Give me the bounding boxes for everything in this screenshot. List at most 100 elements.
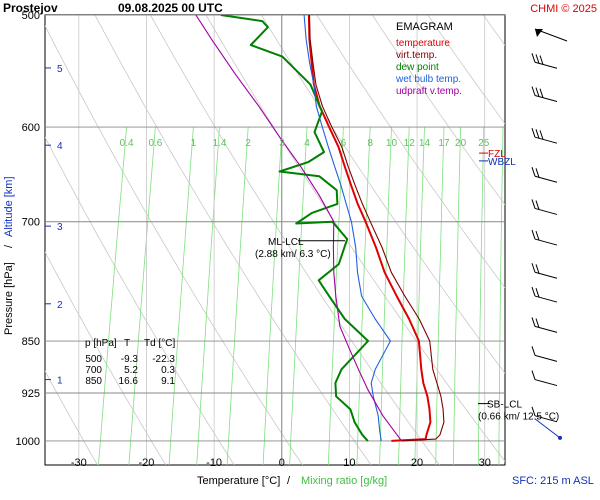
temperature-tick-label: -10 [206,457,222,469]
wind-barb-feather [535,288,540,298]
mixing-ratio-label: 0.4 [120,138,134,149]
wind-barb [531,86,558,102]
wind-barb-flag [535,29,543,37]
mixing-ratio-line [414,126,425,465]
sb-lcl-detail: (0.66 km/ 12.5 °C) [478,412,559,423]
series-wet-bulb-temp- [303,15,391,441]
wind-barb-shaft [534,95,558,102]
dry-adiabat [94,15,372,465]
pressure-tick-label: 700 [22,217,40,229]
profile-lines [195,15,445,442]
lcl-annotations: ML-LCL(2.88 km/ 6.3 °C) SB-LCL(0.66 km/ 1… [255,149,559,423]
pressure-tick-label: 600 [22,122,40,134]
mixing-ratio-label: 25 [478,138,490,149]
wind-barb [531,346,558,362]
legend-item-udpraft-v-temp-: udpraft v.temp. [396,86,462,97]
wind-barb-shaft [534,136,558,144]
mixing-ratio-line [398,126,410,465]
wind-barb-feather [535,264,540,274]
x-axis-separator: / [287,475,291,487]
mixing-ratio-line [498,126,504,465]
dry-adiabat [205,15,505,462]
ml-lcl-label: ML-LCL [268,237,304,248]
wind-barb-shaft [534,295,558,303]
wind-barb [531,167,558,183]
wind-barb-feather [531,229,536,240]
wind-barb-feather [539,88,544,98]
y-axis-label: Pressure [hPa] [3,262,15,335]
legend-item-dew-point: dew point [396,62,439,73]
dry-adiabat [594,15,600,465]
altitude-tick-label: 5 [57,64,63,75]
pressure-tick-label: 500 [22,10,40,22]
series-udpraft-v-temp- [195,15,403,442]
wind-barb-shaft [534,325,558,333]
legend-item-temperature: temperature [396,38,450,49]
wind-barb-feather [531,346,536,356]
mixing-ratio-line [327,126,344,465]
temperature-tick-label: 20 [411,457,423,469]
wbzl-label: WBZL [488,157,516,168]
y-axis-title: Pressure [hPa] / Altitude [km] [3,176,15,335]
wind-barb-feather [531,53,536,63]
pressure-tick-label: 925 [22,388,40,400]
wind-barb-feather [531,86,536,96]
grid-lines [45,15,600,465]
datetime: 09.08.2025 00 UTC [118,1,223,15]
table-cell-pressure: 700 [85,365,102,376]
wind-barb-shaft [534,238,558,246]
altitude-tick-label: 2 [57,300,63,311]
wind-barb [531,263,558,279]
wind-barb-feather [535,87,540,97]
mixing-ratio-label: 6 [341,138,347,149]
mixing-ratio-line [435,126,445,465]
wind-barb-feather [531,317,536,327]
wind-barb-feather [531,263,536,273]
wind-barb-feather [531,406,536,416]
x-axis-title: Temperature [°C] / Mixing ratio [g/kg] [197,475,387,487]
mixing-ratio-label: 20 [455,138,467,149]
mixing-ratio-label: 12 [404,138,416,149]
table-header-t: T [124,338,130,349]
dry-adiabat [45,370,98,465]
wind-barb-feather [535,230,540,241]
y-axis-separator: / [3,244,15,248]
mixing-ratio-line [168,126,194,465]
wind-barb-feather [535,200,540,210]
wind-barb-shaft [534,354,558,362]
wind-barb-shaft [534,207,558,215]
wind-barb-shaft [534,271,558,279]
mixing-ratio-line [453,126,461,465]
mixing-ratio-line [226,126,249,465]
mixing-ratio-label: 2 [245,138,251,149]
dry-adiabat [45,136,235,465]
temperature-tick-label: -30 [71,457,87,469]
table-header-pressure: p [hPa] [85,338,117,349]
series-virt-temp- [308,15,445,442]
mixing-ratio-line [356,126,371,465]
legend-item-virt-temp-: virt.temp. [396,50,437,61]
dry-adiabat [316,15,505,289]
table-cell-td: 0.3 [161,365,175,376]
temperature-tick-label: 30 [479,457,491,469]
wind-barb-feather [535,168,540,178]
mixing-ratio-label: 10 [386,138,398,149]
wind-barb-feather [535,54,540,64]
wind-barb [531,317,558,333]
mixing-ratio-label: 4 [304,138,310,149]
temperature-tick-label: 10 [343,457,355,469]
data-table: p [hPa] T Td [°C] 500 -9.3 -22.3 700 5.2 0.3 850 1… [85,338,175,387]
wind-barb [531,229,558,246]
wind-barb-feather [531,167,536,177]
surface-elevation: SFC: 215 m ASL [512,475,594,487]
temperature-tick-label: -20 [139,457,155,469]
y-axis-label-2: Altitude [km] [3,176,15,237]
fzl-label: FZL [488,149,506,160]
table-cell-t: 16.6 [119,376,139,387]
table-header-td: Td [°C] [144,338,175,349]
mixing-ratio-label: 8 [367,138,373,149]
wind-barb [531,406,558,423]
table-cell-pressure: 850 [85,376,102,387]
dry-adiabat [150,15,440,465]
